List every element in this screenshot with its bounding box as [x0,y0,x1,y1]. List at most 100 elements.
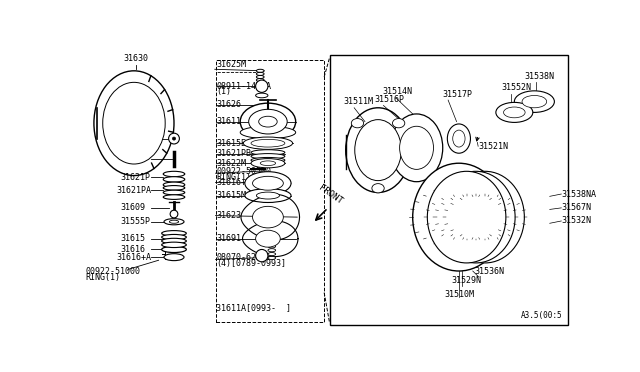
Text: 31626: 31626 [216,100,241,109]
Ellipse shape [413,163,505,271]
Text: 31529N: 31529N [451,276,481,285]
Ellipse shape [163,186,185,190]
Ellipse shape [251,154,285,159]
Circle shape [168,133,179,144]
Ellipse shape [257,69,264,73]
Text: A3.5(00:5: A3.5(00:5 [521,311,563,320]
Ellipse shape [249,109,287,134]
Text: 31621P: 31621P [120,173,150,182]
Text: 31552N: 31552N [501,83,531,92]
Text: 31609: 31609 [120,203,145,212]
Ellipse shape [251,158,285,168]
Ellipse shape [452,130,465,147]
Text: (1): (1) [216,87,231,96]
Ellipse shape [245,189,291,202]
Text: 31615M: 31615M [216,191,246,200]
Text: 31532N: 31532N [561,217,591,225]
Ellipse shape [243,137,292,150]
Bar [330,55,568,325]
Circle shape [255,80,268,92]
Polygon shape [243,221,298,257]
Text: 31616+A: 31616+A [116,253,151,262]
Text: 31516P: 31516P [374,95,404,104]
Text: 31536N: 31536N [474,267,504,276]
Ellipse shape [251,140,285,147]
Ellipse shape [372,184,384,193]
Ellipse shape [257,192,280,199]
Text: N: N [257,83,261,89]
Ellipse shape [260,161,276,166]
Text: 31618: 31618 [120,154,145,163]
Text: 08070-62000: 08070-62000 [216,253,271,262]
Ellipse shape [428,171,506,263]
Ellipse shape [504,107,525,118]
Ellipse shape [257,73,264,76]
Ellipse shape [257,76,264,78]
Text: 31621PA: 31621PA [116,186,151,195]
Ellipse shape [240,103,296,140]
Ellipse shape [355,120,401,181]
Ellipse shape [245,172,291,195]
Ellipse shape [253,176,284,190]
Text: 31615: 31615 [120,234,145,243]
Text: 31691: 31691 [216,234,241,243]
Text: RING(1): RING(1) [216,173,252,182]
Text: FRONT: FRONT [316,183,344,206]
Ellipse shape [251,157,285,163]
Ellipse shape [163,171,185,177]
Ellipse shape [268,245,276,248]
Ellipse shape [162,242,186,247]
Ellipse shape [164,254,184,261]
Ellipse shape [163,190,185,195]
Ellipse shape [436,171,515,263]
Text: RING(1): RING(1) [86,273,120,282]
Text: 31611: 31611 [216,117,241,126]
Text: B: B [257,253,261,259]
Circle shape [172,137,175,140]
Text: 31615EA: 31615EA [216,139,252,148]
Text: 31517P: 31517P [442,90,472,99]
Ellipse shape [447,124,470,153]
Ellipse shape [390,114,443,182]
Ellipse shape [162,238,186,244]
Text: 08911-1401A: 08911-1401A [216,82,271,91]
Ellipse shape [163,195,185,199]
Ellipse shape [251,150,285,155]
Ellipse shape [255,230,280,247]
Circle shape [255,250,268,262]
Text: 31510M: 31510M [444,290,474,299]
Ellipse shape [268,256,276,260]
Ellipse shape [103,82,165,164]
Text: 00922-51000: 00922-51000 [86,266,140,276]
Ellipse shape [162,246,186,253]
Ellipse shape [163,177,185,182]
Text: 31616: 31616 [120,245,145,254]
Text: 31538NA: 31538NA [561,189,596,199]
Ellipse shape [162,231,186,236]
Text: 31616+B: 31616+B [216,178,252,187]
Text: 31538N: 31538N [524,72,554,81]
Ellipse shape [346,108,410,192]
Ellipse shape [164,219,184,225]
Text: 31567N: 31567N [561,203,591,212]
Text: (4)[0789-0993]: (4)[0789-0993] [216,259,286,268]
Text: 31625M: 31625M [216,60,246,69]
Polygon shape [241,194,300,240]
Ellipse shape [392,119,404,128]
Text: 31630: 31630 [123,54,148,63]
Ellipse shape [163,182,185,187]
Text: 31621PB: 31621PB [216,150,252,158]
Text: 31611A[0993-  ]: 31611A[0993- ] [216,304,291,312]
Ellipse shape [399,126,433,169]
Ellipse shape [162,234,186,240]
Ellipse shape [446,171,524,263]
Text: 31623: 31623 [216,211,241,220]
Text: 31514N: 31514N [382,87,412,96]
Ellipse shape [515,91,554,112]
Ellipse shape [268,253,276,256]
Text: 31511M: 31511M [344,97,373,106]
Ellipse shape [268,249,276,252]
Ellipse shape [255,93,268,98]
Ellipse shape [522,96,547,108]
Ellipse shape [496,102,533,122]
